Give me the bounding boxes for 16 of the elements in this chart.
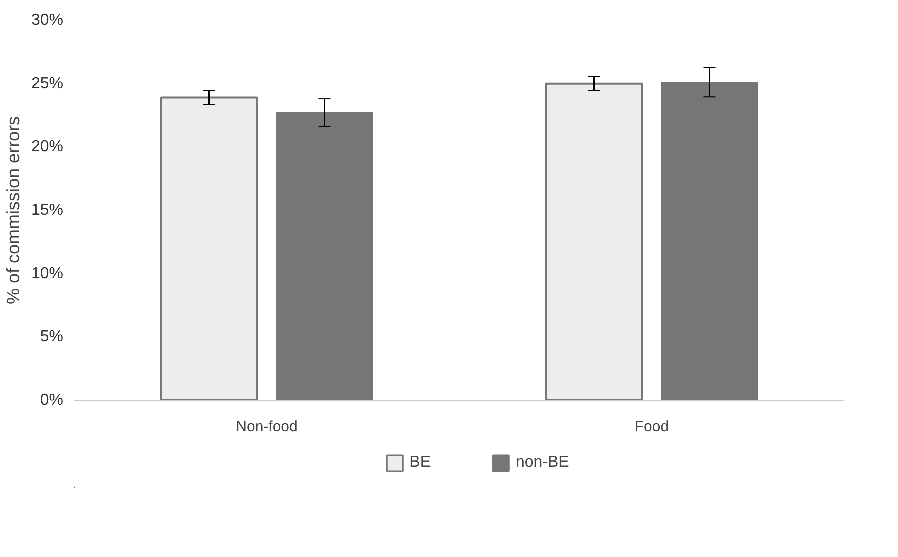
- bar: [276, 112, 374, 400]
- y-tick-label: 20%: [31, 138, 64, 156]
- y-tick-label: 30%: [31, 12, 64, 29]
- x-tick-label: Non-food: [236, 418, 298, 436]
- x-tick-label: Food: [634, 418, 670, 436]
- y-tick-label: 5%: [40, 328, 64, 346]
- bar: [545, 82, 644, 400]
- y-axis-title: % of commission errors: [3, 116, 24, 305]
- y-tick-label: 25%: [31, 75, 64, 92]
- y-tick-label: 10%: [31, 265, 64, 282]
- y-tick-label: 0%: [40, 392, 64, 409]
- bar: [160, 96, 258, 400]
- legend-label: BE: [410, 454, 431, 472]
- legend-label: non-BE: [516, 454, 570, 472]
- y-tick-label: 15%: [31, 202, 64, 219]
- bar: [661, 82, 758, 400]
